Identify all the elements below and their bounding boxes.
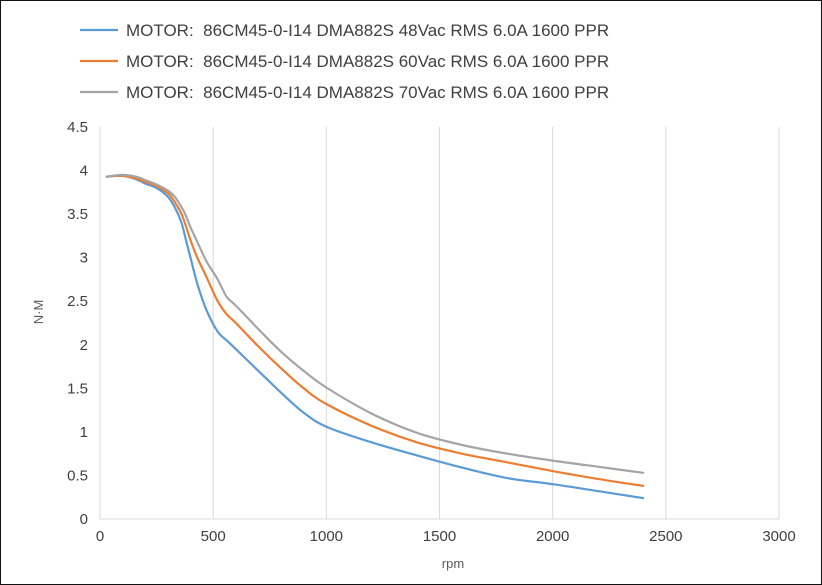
x-tick-label: 1000 <box>310 528 343 545</box>
y-tick-label: 4 <box>80 163 88 180</box>
legend: MOTOR: 86CM45-0-I14 DMA882S 48Vac RMS 6.… <box>80 21 609 102</box>
x-tick-label: 2000 <box>536 528 569 545</box>
x-tick-label: 3000 <box>762 528 795 545</box>
y-tick-label: 2.5 <box>67 293 88 310</box>
y-tick-label: 0 <box>80 511 88 528</box>
x-tick-label: 500 <box>201 528 226 545</box>
legend-label-2: MOTOR: 86CM45-0-I14 DMA882S 70Vac RMS 6.… <box>126 83 609 102</box>
y-tick-label: 3 <box>80 250 88 267</box>
x-tick-label: 0 <box>96 528 104 545</box>
axes: N·M rpm <box>31 300 464 571</box>
legend-label-0: MOTOR: 86CM45-0-I14 DMA882S 48Vac RMS 6.… <box>126 21 609 40</box>
x-axis-title: rpm <box>442 556 464 571</box>
y-tick-label: 1.5 <box>67 380 88 397</box>
y-tick-label: 3.5 <box>67 206 88 223</box>
series-line-0 <box>105 174 645 500</box>
y-axis-title: N·M <box>31 300 46 325</box>
legend-label-1: MOTOR: 86CM45-0-I14 DMA882S 60Vac RMS 6.… <box>126 52 609 71</box>
x-tick-label: 2500 <box>649 528 682 545</box>
y-tick-label: 1 <box>80 424 88 441</box>
y-tick-label: 4.5 <box>67 119 88 136</box>
tick-labels: 0 500 1000 1500 2000 2500 3000 0 0.5 1 1.5 2 2.5 3 3.5… <box>67 119 796 545</box>
gridlines <box>99 127 780 520</box>
y-tick-label: 0.5 <box>67 467 88 484</box>
series-line-1 <box>105 174 645 487</box>
series-lines <box>105 173 645 500</box>
series-line-2 <box>105 173 645 474</box>
x-tick-label: 1500 <box>423 528 456 545</box>
y-tick-label: 2 <box>80 337 88 354</box>
